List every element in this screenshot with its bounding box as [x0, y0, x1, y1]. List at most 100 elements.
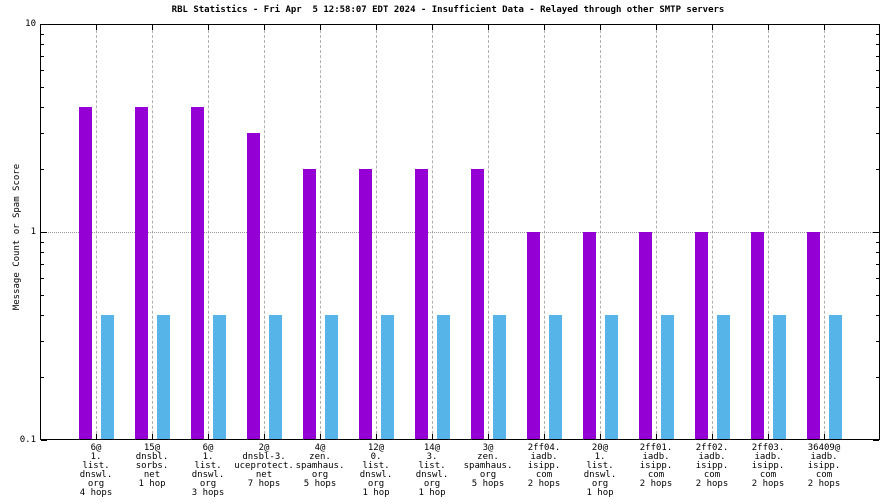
x-tick-top: [488, 25, 489, 30]
y-minor-tick: [41, 107, 44, 108]
x-tick-label: 2@ dnsbl-3. uceprotect. net 7 hops: [234, 443, 294, 489]
y-minor-tick: [876, 56, 879, 57]
x-tick-top: [320, 25, 321, 30]
y-minor-tick: [876, 252, 879, 253]
bar-not-spam: [471, 169, 484, 439]
bar-score-0-1: [717, 315, 730, 439]
x-tick-top: [544, 25, 545, 30]
x-tick-top: [712, 25, 713, 30]
x-tick-top: [600, 25, 601, 30]
x-tick-top: [824, 25, 825, 30]
x-tick-bottom: [376, 434, 377, 439]
bar-not-spam: [79, 107, 92, 439]
y-tick-label: 0.1: [19, 435, 36, 445]
chart-title: RBL Statistics - Fri Apr 5 12:58:07 EDT …: [171, 5, 725, 15]
plot-area: [40, 24, 880, 440]
x-tick-top: [376, 25, 377, 30]
bar-score-0-1: [549, 315, 562, 439]
x-tick-top: [152, 25, 153, 30]
y-major-tick: [873, 24, 879, 25]
bar-score-0-1: [437, 315, 450, 439]
x-tick-label: 2ff02. iadb. isipp. com 2 hops: [695, 443, 729, 489]
y-major-tick: [41, 440, 47, 441]
y-minor-tick: [876, 169, 879, 170]
y-minor-tick: [41, 70, 44, 71]
bar-score-0-1: [829, 315, 842, 439]
bar-not-spam: [751, 232, 764, 439]
y-minor-tick: [876, 377, 879, 378]
bar-not-spam: [191, 107, 204, 439]
y-minor-tick: [41, 341, 44, 342]
y-minor-tick: [876, 264, 879, 265]
bar-not-spam: [135, 107, 148, 439]
y-tick-label: 10: [25, 19, 36, 29]
x-tick-label: 20@ 1. list. dnswl. org 1 hop: [583, 443, 617, 498]
bar-score-0-1: [213, 315, 226, 439]
y-minor-tick: [41, 169, 44, 170]
x-tick-label: 4@ zen. spamhaus. org 5 hops: [295, 443, 345, 489]
y-minor-tick: [41, 295, 44, 296]
bar-not-spam: [303, 169, 316, 439]
y-minor-tick: [876, 70, 879, 71]
gridline-horizontal: [41, 232, 879, 233]
x-tick-top: [432, 25, 433, 30]
bar-score-0-1: [605, 315, 618, 439]
y-major-tick: [873, 440, 879, 441]
bar-score-0-1: [101, 315, 114, 439]
bar-not-spam: [415, 169, 428, 439]
x-tick-top: [656, 25, 657, 30]
x-tick-label: 6@ 1. list. dnswl. org 4 hops: [79, 443, 113, 498]
y-minor-tick: [41, 315, 44, 316]
x-tick-bottom: [488, 434, 489, 439]
x-tick-bottom: [432, 434, 433, 439]
y-minor-tick: [41, 252, 44, 253]
y-major-tick: [873, 232, 879, 233]
bar-not-spam: [583, 232, 596, 439]
y-minor-tick: [41, 87, 44, 88]
bar-score-0-1: [661, 315, 674, 439]
bar-not-spam: [359, 169, 372, 439]
x-tick-bottom: [208, 434, 209, 439]
x-tick-label: 3@ zen. spamhaus. org 5 hops: [463, 443, 513, 489]
x-tick-label: 6@ 1. list. dnswl. org 3 hops: [191, 443, 225, 498]
y-minor-tick: [876, 242, 879, 243]
bar-not-spam: [247, 133, 260, 439]
x-tick-bottom: [152, 434, 153, 439]
bar-score-0-1: [493, 315, 506, 439]
x-tick-top: [96, 25, 97, 30]
x-tick-label: 2ff04. iadb. isipp. com 2 hops: [527, 443, 561, 489]
y-major-tick: [41, 24, 47, 25]
y-minor-tick: [876, 341, 879, 342]
bar-score-0-1: [269, 315, 282, 439]
bar-not-spam: [527, 232, 540, 439]
bar-score-0-1: [157, 315, 170, 439]
y-axis-title: Message Count or Spam Score: [12, 163, 22, 311]
x-tick-bottom: [712, 434, 713, 439]
y-minor-tick: [876, 133, 879, 134]
x-tick-bottom: [768, 434, 769, 439]
y-minor-tick: [41, 133, 44, 134]
y-minor-tick: [876, 87, 879, 88]
y-minor-tick: [41, 242, 44, 243]
x-tick-label: 14@ 3. list. dnswl. org 1 hop: [415, 443, 449, 498]
y-tick-label: 1: [30, 227, 36, 237]
y-minor-tick: [41, 377, 44, 378]
x-tick-top: [768, 25, 769, 30]
bar-score-0-1: [381, 315, 394, 439]
y-major-tick: [41, 232, 47, 233]
bar-not-spam: [807, 232, 820, 439]
bar-not-spam: [695, 232, 708, 439]
x-tick-bottom: [824, 434, 825, 439]
y-minor-tick: [876, 295, 879, 296]
y-minor-tick: [876, 315, 879, 316]
x-tick-label: 2ff01. iadb. isipp. com 2 hops: [639, 443, 673, 489]
x-tick-bottom: [96, 434, 97, 439]
y-minor-tick: [876, 34, 879, 35]
y-minor-tick: [41, 56, 44, 57]
y-minor-tick: [876, 44, 879, 45]
y-minor-tick: [876, 278, 879, 279]
y-minor-tick: [876, 107, 879, 108]
bar-not-spam: [639, 232, 652, 439]
x-tick-label: 2ff03. iadb. isipp. com 2 hops: [751, 443, 785, 489]
